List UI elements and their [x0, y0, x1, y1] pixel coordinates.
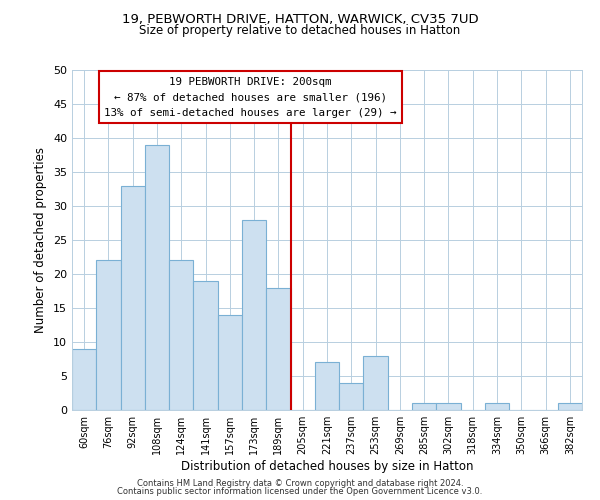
Text: 19 PEBWORTH DRIVE: 200sqm
← 87% of detached houses are smaller (196)
13% of semi: 19 PEBWORTH DRIVE: 200sqm ← 87% of detac…	[104, 77, 397, 118]
Bar	[121, 186, 145, 410]
Bar	[72, 349, 96, 410]
X-axis label: Distribution of detached houses by size in Hatton: Distribution of detached houses by size …	[181, 460, 473, 473]
Bar	[436, 403, 461, 410]
Bar	[218, 315, 242, 410]
Bar	[169, 260, 193, 410]
Text: 19, PEBWORTH DRIVE, HATTON, WARWICK, CV35 7UD: 19, PEBWORTH DRIVE, HATTON, WARWICK, CV3…	[122, 12, 478, 26]
Bar	[485, 403, 509, 410]
Y-axis label: Number of detached properties: Number of detached properties	[34, 147, 47, 333]
Bar	[145, 145, 169, 410]
Text: Size of property relative to detached houses in Hatton: Size of property relative to detached ho…	[139, 24, 461, 37]
Bar	[339, 383, 364, 410]
Bar	[266, 288, 290, 410]
Text: Contains HM Land Registry data © Crown copyright and database right 2024.: Contains HM Land Registry data © Crown c…	[137, 478, 463, 488]
Bar	[364, 356, 388, 410]
Bar	[412, 403, 436, 410]
Bar	[193, 281, 218, 410]
Bar	[96, 260, 121, 410]
Bar	[558, 403, 582, 410]
Bar	[315, 362, 339, 410]
Text: Contains public sector information licensed under the Open Government Licence v3: Contains public sector information licen…	[118, 487, 482, 496]
Bar	[242, 220, 266, 410]
